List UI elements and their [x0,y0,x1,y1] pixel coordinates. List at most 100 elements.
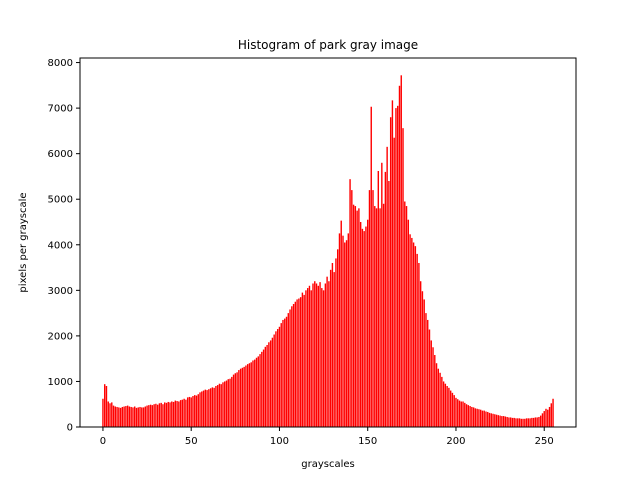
bar [511,417,514,427]
bar [215,386,217,427]
bar [158,403,161,427]
bar [345,240,348,427]
bar [405,206,408,427]
bar [465,404,468,427]
bar [319,282,321,427]
bar [492,413,494,427]
bar [502,416,505,427]
bar [363,231,365,427]
bar [397,105,399,427]
y-tick-label: 7000 [48,104,73,115]
bar [400,75,402,427]
bar [315,283,318,427]
bar [342,235,344,427]
bar [504,416,507,427]
bar [185,399,187,427]
bar [321,288,323,427]
bar [331,263,334,427]
x-ticks-group: 0 50 100 150 200 250 [100,427,554,447]
bar [231,376,233,427]
bar [264,346,267,427]
bar [250,362,252,427]
bar [407,219,410,427]
bar [206,390,208,427]
bar [153,404,155,427]
bar [126,405,129,427]
bar [146,405,148,427]
bar [411,237,413,427]
bar [192,396,194,427]
bar [464,402,466,427]
x-tick-label: 0 [100,436,106,447]
bar [479,409,482,427]
bar [107,401,109,427]
bar [239,368,242,427]
bar [162,404,164,427]
bar [194,395,196,427]
bar [365,226,367,427]
bar [128,406,131,427]
bar [478,409,480,427]
bar [460,401,462,427]
bar [467,405,470,427]
bar [472,407,475,427]
bar [414,246,417,427]
bar [508,417,510,427]
bar [218,383,221,427]
bar [471,406,473,427]
bar [104,384,106,427]
bar [548,406,551,427]
bar [524,418,526,427]
bar [506,416,508,427]
y-tick-label: 8000 [48,58,73,69]
bar [483,410,485,427]
bar [372,190,374,427]
bar [375,208,378,427]
bar [359,222,362,427]
bar [476,408,478,427]
bar [301,292,304,427]
bar [494,414,496,427]
y-tick-label: 6000 [48,149,73,160]
bar [149,404,152,427]
bar [220,384,222,427]
bar [137,407,139,427]
bar [294,301,297,427]
bar [241,367,244,427]
bar [262,349,265,427]
bar [275,331,277,427]
bar [135,407,138,427]
bar [370,106,372,428]
bar [232,374,235,427]
x-tick-label: 50 [185,436,198,447]
y-tick-label: 2000 [48,331,73,342]
bar [287,313,289,427]
bar [190,397,192,427]
bar [171,401,173,427]
bar [485,411,487,427]
x-tick-label: 200 [446,436,465,447]
bar [183,398,185,427]
bar [437,368,440,427]
bar [499,415,501,427]
bar [488,412,491,427]
bar [439,372,441,427]
bar [347,233,349,427]
bar [453,395,455,427]
bar [229,378,231,427]
bar [525,418,528,427]
bar [409,234,411,427]
bar [501,416,503,427]
bar [462,401,464,427]
y-ticks-group: 0 1000 2000 3000 4000 5000 6000 7000 8000 [48,58,80,434]
chart-title: Histogram of park gray image [238,38,418,52]
bar [335,258,337,427]
bar [442,381,445,427]
bar [134,406,136,427]
bar [225,380,228,427]
bar [389,117,392,427]
bar [393,137,395,427]
bar [273,334,275,427]
bar [284,318,286,427]
bar [377,170,380,428]
